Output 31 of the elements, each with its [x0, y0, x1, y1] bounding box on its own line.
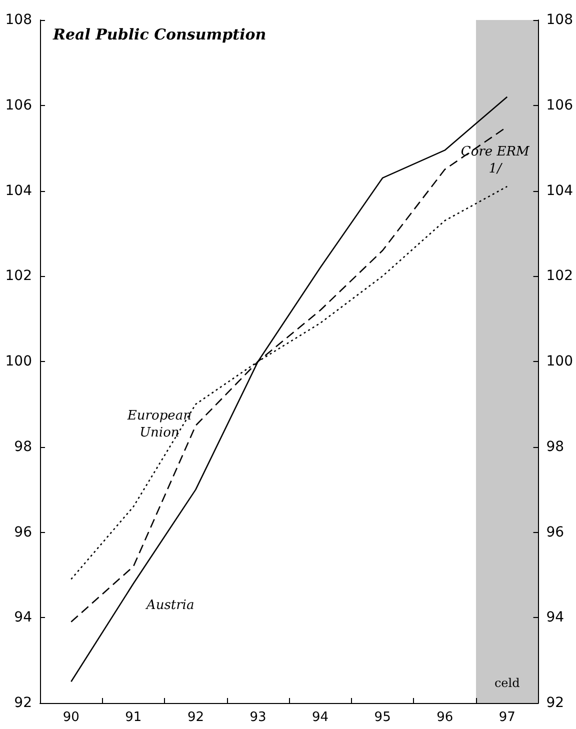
- y-tick-label: 106: [5, 97, 32, 114]
- x-tick-label: 94: [312, 710, 329, 725]
- y-tick-label: 102: [5, 268, 32, 284]
- y-tick-label: 104: [5, 182, 32, 199]
- y-tick-label: 94: [14, 610, 32, 626]
- x-tick-label: 93: [250, 710, 266, 725]
- x-tick-label: 96: [436, 710, 454, 725]
- y2-tick-label: 106: [546, 97, 574, 114]
- y-tick-label: 96: [14, 524, 32, 540]
- series-label: Core ERM 1/: [460, 144, 530, 177]
- y2-tick-label: 102: [546, 268, 574, 284]
- y-tick-label: 98: [14, 438, 32, 455]
- x-tick-label: 90: [62, 710, 80, 725]
- y-tick-label: 100: [5, 354, 32, 370]
- x-tick-label: 95: [374, 710, 391, 725]
- y2-tick-label: 98: [546, 438, 564, 455]
- y-tick-label: 92: [14, 695, 32, 711]
- y2-tick-label: 94: [546, 610, 564, 626]
- band-label: celd: [494, 676, 520, 690]
- y2-tick-label: 100: [546, 354, 574, 370]
- y2-tick-label: 108: [546, 12, 574, 28]
- series-label: European Union: [126, 408, 192, 441]
- y2-tick-label: 92: [546, 695, 564, 711]
- y-tick-label: 108: [5, 12, 32, 28]
- series-label: Austria: [145, 598, 194, 613]
- y2-tick-label: 96: [546, 524, 564, 540]
- x-tick-label: 97: [498, 710, 516, 725]
- x-tick-label: 92: [187, 710, 204, 725]
- y2-tick-label: 104: [546, 182, 574, 199]
- x-tick-label: 91: [125, 710, 142, 725]
- chart-title: Real Public Consumption: [52, 26, 266, 44]
